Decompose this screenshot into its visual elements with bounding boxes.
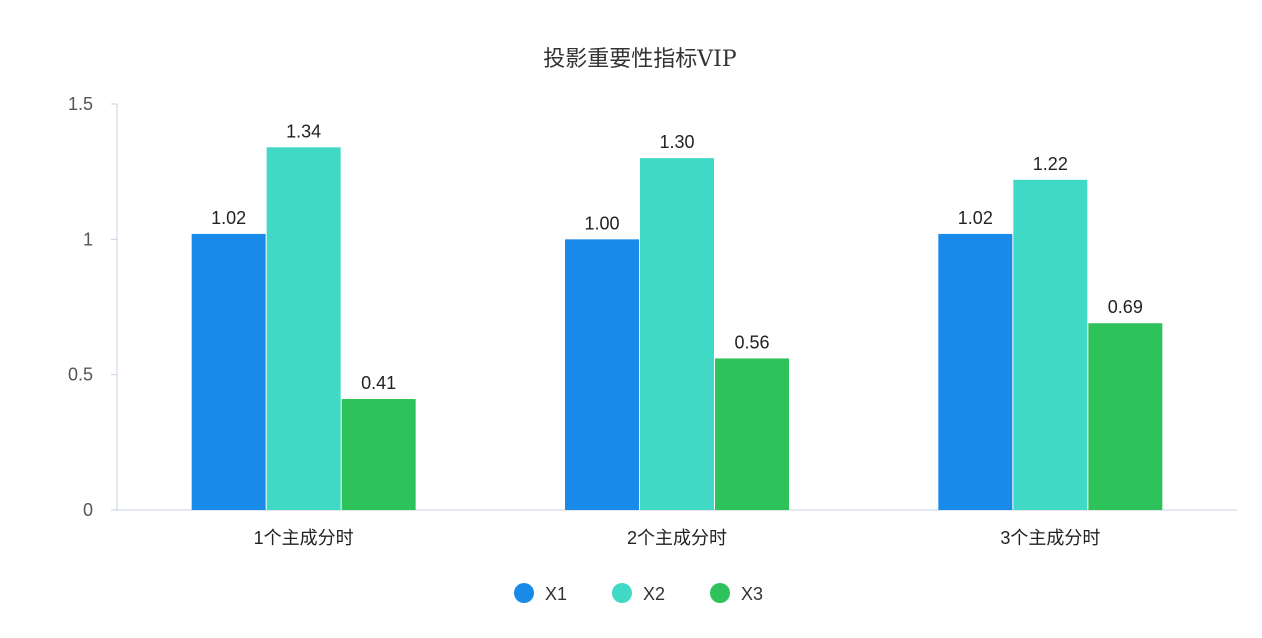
bar-x3-2[interactable] [715, 358, 789, 510]
data-label: 0.41 [361, 373, 396, 393]
y-tick-label: 1 [83, 229, 93, 249]
data-label: 1.02 [958, 208, 993, 228]
bar-x1-3[interactable] [938, 233, 1013, 511]
y-tick-label: 0.5 [68, 365, 93, 385]
data-label: 1.02 [211, 208, 246, 228]
bar-x2-1[interactable] [266, 147, 341, 510]
x-axis: 1个主成分时 2个主成分时 3个主成分时 [117, 509, 1237, 548]
legend-marker-icon [612, 583, 632, 603]
x-tick-label: 3个主成分时 [1000, 528, 1100, 548]
y-tick-label: 1.5 [68, 94, 93, 114]
bars [191, 147, 1163, 511]
bar-x3-1[interactable] [341, 399, 416, 510]
data-label: 0.69 [1108, 297, 1143, 317]
bar-x3-3[interactable] [1088, 323, 1163, 510]
bar-x1-1[interactable] [191, 233, 266, 511]
legend-marker-icon [514, 583, 534, 603]
data-label: 0.56 [734, 332, 769, 352]
bar-x2-2[interactable] [640, 158, 714, 510]
x-tick-label: 1个主成分时 [254, 528, 354, 548]
legend-item-x3[interactable]: X3 [710, 583, 763, 604]
legend[interactable]: X1 X2 X3 [514, 583, 763, 604]
data-label: 1.22 [1033, 154, 1068, 174]
data-labels: 1.02 1.34 0.41 1.00 1.30 0.56 1.02 1.22 0.69 [211, 121, 1143, 393]
y-axis: 0 0.5 1 1.5 [68, 94, 118, 520]
data-label: 1.30 [659, 132, 694, 152]
y-tick-label: 0 [83, 500, 93, 520]
legend-label: X3 [741, 584, 763, 604]
legend-label: X2 [643, 584, 665, 604]
bar-x1-2[interactable] [565, 239, 639, 511]
legend-label: X1 [545, 584, 567, 604]
legend-marker-icon [710, 583, 730, 603]
data-label: 1.34 [286, 121, 321, 141]
data-label: 1.00 [584, 213, 619, 233]
chart-title: 投影重要性指标VIP [543, 47, 737, 72]
x-tick-label: 2个主成分时 [627, 528, 727, 548]
legend-item-x1[interactable]: X1 [514, 583, 567, 604]
bar-x2-3[interactable] [1013, 179, 1088, 510]
legend-item-x2[interactable]: X2 [612, 583, 665, 604]
